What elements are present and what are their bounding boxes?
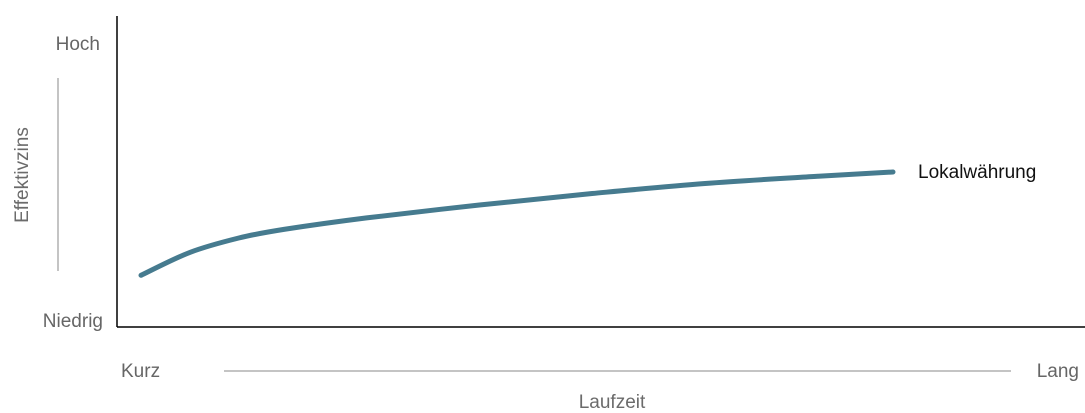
x-tick-label-short: Kurz [121, 361, 160, 382]
y-tick-label-low: Niedrig [43, 311, 103, 332]
x-tick-label-long: Lang [1037, 361, 1079, 382]
series-line-lokalwaehrung [138, 169, 896, 278]
series-label-lokalwaehrung: Lokalwährung [918, 162, 1036, 183]
x-axis-title: Laufzeit [579, 392, 646, 413]
y-tick-label-high: Hoch [56, 34, 100, 55]
y-axis-title: Effektivzins [12, 127, 33, 223]
